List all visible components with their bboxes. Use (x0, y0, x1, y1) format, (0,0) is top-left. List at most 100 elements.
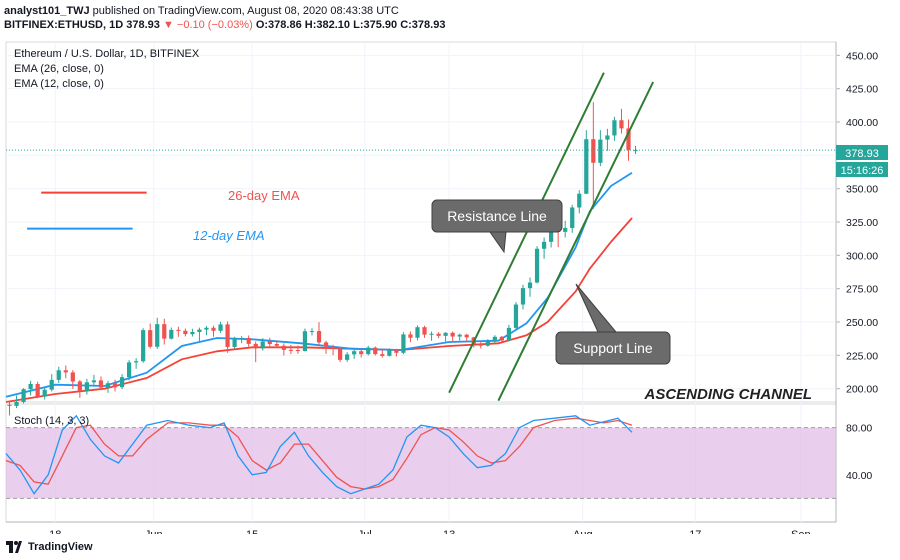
candle (415, 325, 420, 341)
chart-area[interactable]: 200.00 225.00 250.00 275.00 300.00 325.00 350.… (0, 38, 900, 534)
candle (534, 246, 540, 284)
price-change: −0.10 (−0.03%) (176, 19, 253, 31)
price-tick-label: 250.00 (846, 317, 878, 329)
candle-body (549, 226, 554, 242)
ema-legend-swatches (27, 191, 147, 230)
time-tick-label: Sep (791, 529, 811, 534)
candle (598, 130, 603, 167)
channel-label: ASCENDING CHANNEL (643, 386, 812, 403)
close-value: C:378.93 (400, 19, 446, 31)
candle (232, 336, 237, 349)
candle (98, 376, 104, 391)
price-tick-label: 225.00 (846, 350, 878, 362)
candle-body (626, 128, 631, 151)
candle-body (84, 382, 89, 392)
candle (246, 335, 251, 347)
candle (134, 358, 139, 369)
candle-body (436, 333, 441, 336)
support-line (497, 81, 655, 402)
candle (387, 348, 392, 357)
stoch-legend: Stoch (14, 3, 3) (14, 415, 89, 427)
candle-body (56, 370, 61, 380)
candle-body (330, 346, 336, 349)
candle-body (274, 344, 279, 346)
candle (605, 128, 610, 151)
candle (218, 321, 223, 333)
candle-body (457, 334, 462, 337)
candle (612, 116, 617, 141)
candle (570, 204, 575, 233)
price-tick-label: 200.00 (846, 384, 878, 396)
candle (366, 345, 371, 356)
ema26-annotation: 26-day EMA (228, 188, 300, 203)
candle-body (239, 338, 244, 339)
price-tick-label: 425.00 (846, 84, 878, 96)
time-tick-label: 17 (689, 529, 701, 534)
candle (591, 102, 596, 209)
ohlc-info: BITFINEX:ETHUSD, 1D 378.93 ▼ −0.10 (−0.0… (4, 19, 445, 31)
candle-body (429, 333, 434, 335)
candle-body (169, 329, 174, 339)
candle-body (7, 404, 12, 406)
candle (183, 328, 188, 337)
candle (485, 339, 490, 347)
ema26-legend: EMA (26, close, 0) (14, 63, 104, 75)
candle-body (619, 120, 624, 129)
candle (63, 365, 68, 379)
price-tick-label: 450.00 (846, 50, 878, 62)
candle-body (584, 139, 589, 194)
stoch-band-fill (6, 427, 836, 499)
published-text: published on TradingView.com, August 08,… (92, 5, 399, 17)
price-tick-label: 400.00 (846, 117, 878, 129)
candle (450, 331, 455, 343)
support-callout: Support Line (555, 283, 671, 365)
price-axis-ticks: 200.00 225.00 250.00 275.00 300.00 325.00 350.… (836, 50, 878, 396)
candle-body (49, 379, 54, 390)
stoch-axis-ticks: 40.00 80.00 (846, 423, 872, 482)
candle-body (232, 338, 237, 347)
support-label: Support Line (573, 340, 653, 356)
candle (506, 324, 512, 342)
candle-body (577, 193, 582, 208)
ema12-annotation: 12-day EMA (193, 228, 265, 243)
candle-body (42, 389, 47, 397)
candle-body (534, 248, 540, 283)
candle-body (450, 332, 455, 337)
candle (380, 350, 385, 358)
candle (541, 237, 547, 259)
candle-body (443, 332, 448, 336)
candle (197, 327, 202, 343)
candle-body (366, 347, 371, 355)
candle-body (520, 288, 526, 305)
symbol-label: BITFINEX:ETHUSD, 1D (4, 19, 124, 31)
candle-body (134, 361, 139, 363)
candle-body (338, 348, 343, 360)
candle (281, 343, 286, 356)
candle (359, 349, 364, 358)
candle (422, 325, 427, 338)
publisher-name[interactable]: analyst101_TWJ (4, 5, 90, 17)
tradingview-brand[interactable]: TradingView (28, 541, 93, 553)
candle-body (105, 383, 111, 388)
resistance-callout: Resistance Line (431, 199, 563, 254)
candle (42, 387, 47, 400)
price-tick-label: 275.00 (846, 284, 878, 296)
candle (563, 220, 568, 238)
candle-body (295, 350, 301, 352)
candle (204, 326, 209, 336)
chart-title: Ethereum / U.S. Dollar, 1D, BITFINEX (14, 48, 200, 60)
candle-body (119, 377, 125, 388)
candle-body (464, 334, 469, 338)
candle (429, 331, 434, 341)
candle (225, 321, 230, 353)
time-tick-label: 15 (246, 529, 258, 534)
candle (309, 328, 315, 336)
countdown-tag: 15:16:26 (841, 165, 884, 177)
candle-body (70, 372, 75, 382)
candle-body (352, 351, 357, 355)
candle (401, 332, 406, 355)
candle-body (162, 324, 167, 339)
candle (7, 402, 12, 416)
candle-body (225, 324, 230, 347)
time-tick-label: Jul (358, 529, 372, 534)
